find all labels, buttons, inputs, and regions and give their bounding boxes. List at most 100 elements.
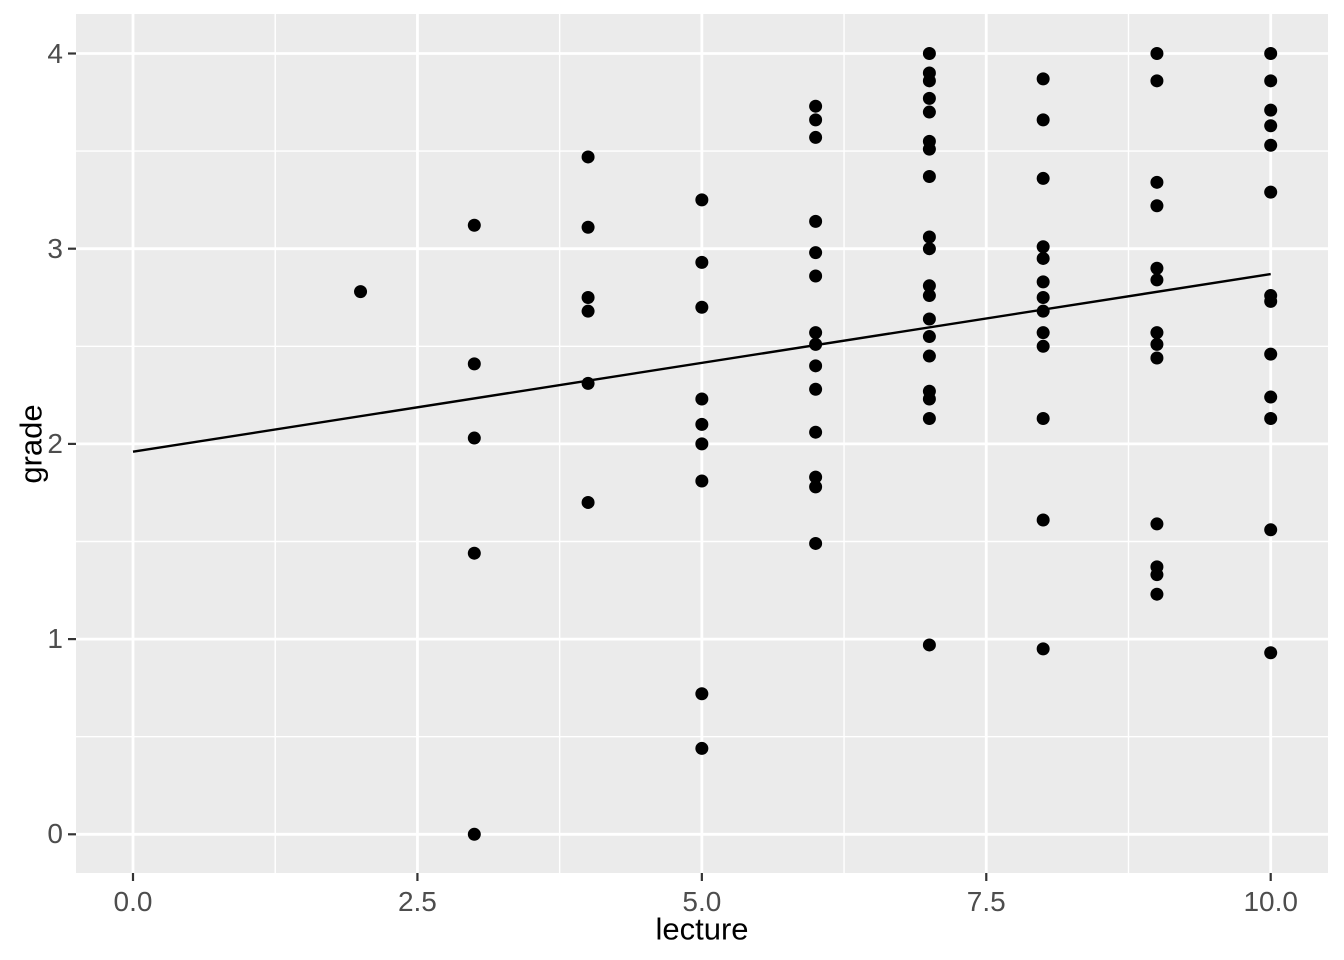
data-point: [1150, 517, 1164, 531]
y-axis-title: grade: [13, 404, 49, 484]
x-tick-label: 7.5: [966, 886, 1006, 917]
data-point: [354, 285, 368, 299]
data-point: [922, 349, 936, 363]
x-tick-label: 0.0: [113, 886, 153, 917]
data-point: [1264, 412, 1278, 426]
data-point: [809, 130, 823, 144]
data-point: [922, 169, 936, 183]
data-point: [1264, 347, 1278, 361]
data-point: [1264, 390, 1278, 404]
data-point: [1264, 119, 1278, 133]
trend-line: [132, 272, 1271, 453]
data-point: [922, 279, 936, 293]
data-point: [1036, 240, 1050, 254]
data-point: [1264, 138, 1278, 152]
data-point: [922, 412, 936, 426]
data-point: [1150, 337, 1164, 351]
data-point: [467, 546, 481, 560]
data-point: [809, 425, 823, 439]
data-point: [695, 437, 709, 451]
data-point: [467, 357, 481, 371]
data-point: [1150, 199, 1164, 213]
data-point: [1264, 74, 1278, 88]
data-point: [581, 495, 595, 509]
data-point: [1150, 587, 1164, 601]
data-point: [922, 105, 936, 119]
y-tick-label: 2: [47, 427, 63, 459]
data-point: [467, 827, 481, 841]
data-point: [695, 255, 709, 269]
data-point: [922, 242, 936, 256]
data-point: [695, 300, 709, 314]
data-point: [922, 74, 936, 88]
x-axis-title: lecture: [655, 911, 749, 947]
data-point: [809, 214, 823, 228]
data-point: [1264, 523, 1278, 537]
data-point: [695, 741, 709, 755]
y-tick-label: 4: [47, 37, 63, 69]
data-point: [1150, 47, 1164, 60]
data-point: [922, 312, 936, 326]
data-point: [695, 193, 709, 207]
data-point: [1150, 74, 1164, 88]
data-point: [1264, 103, 1278, 117]
data-point: [581, 376, 595, 390]
y-tick-label: 0: [47, 818, 63, 850]
data-point: [922, 289, 936, 303]
data-point: [467, 218, 481, 232]
data-point: [581, 291, 595, 304]
data-point: [1150, 261, 1164, 275]
data-point: [695, 687, 709, 701]
data-point: [922, 142, 936, 156]
data-point: [1036, 72, 1050, 86]
data-point: [581, 304, 595, 318]
data-point: [1150, 568, 1164, 582]
data-point: [1036, 339, 1050, 353]
x-tick-label: 5.0: [682, 886, 722, 917]
data-point: [1036, 171, 1050, 185]
data-point: [1264, 646, 1278, 660]
data-point: [922, 91, 936, 105]
data-point: [809, 113, 823, 127]
data-point: [1036, 113, 1050, 127]
data-point: [922, 638, 936, 652]
data-point: [809, 246, 823, 260]
data-point: [1036, 275, 1050, 289]
data-point: [695, 417, 709, 431]
data-point: [1264, 185, 1278, 199]
data-point: [809, 99, 823, 113]
data-point: [695, 392, 709, 406]
data-point: [809, 337, 823, 351]
data-point: [922, 392, 936, 406]
data-point: [467, 431, 481, 445]
data-point: [1036, 412, 1050, 426]
data-point: [1036, 642, 1050, 656]
data-point: [809, 382, 823, 396]
data-point: [1036, 326, 1050, 340]
data-point: [922, 330, 936, 344]
data-point: [581, 220, 595, 234]
y-tick-label: 3: [47, 232, 63, 264]
data-point: [809, 326, 823, 340]
x-tick-label: 10.0: [1243, 886, 1298, 917]
data-point: [809, 480, 823, 494]
data-point: [1264, 47, 1278, 60]
data-point: [1150, 351, 1164, 365]
data-point: [1264, 294, 1278, 308]
data-point: [1036, 513, 1050, 527]
data-point: [1150, 273, 1164, 287]
x-tick-label: 2.5: [397, 886, 437, 917]
data-point: [695, 474, 709, 488]
data-point: [1036, 251, 1050, 265]
data-point: [1150, 326, 1164, 340]
data-point: [922, 47, 936, 60]
data-point: [581, 150, 595, 164]
data-point: [809, 269, 823, 283]
data-point: [1036, 304, 1050, 318]
data-point: [1150, 175, 1164, 189]
data-point: [1036, 291, 1050, 304]
data-point: [922, 230, 936, 244]
y-tick-label: 1: [47, 623, 63, 655]
